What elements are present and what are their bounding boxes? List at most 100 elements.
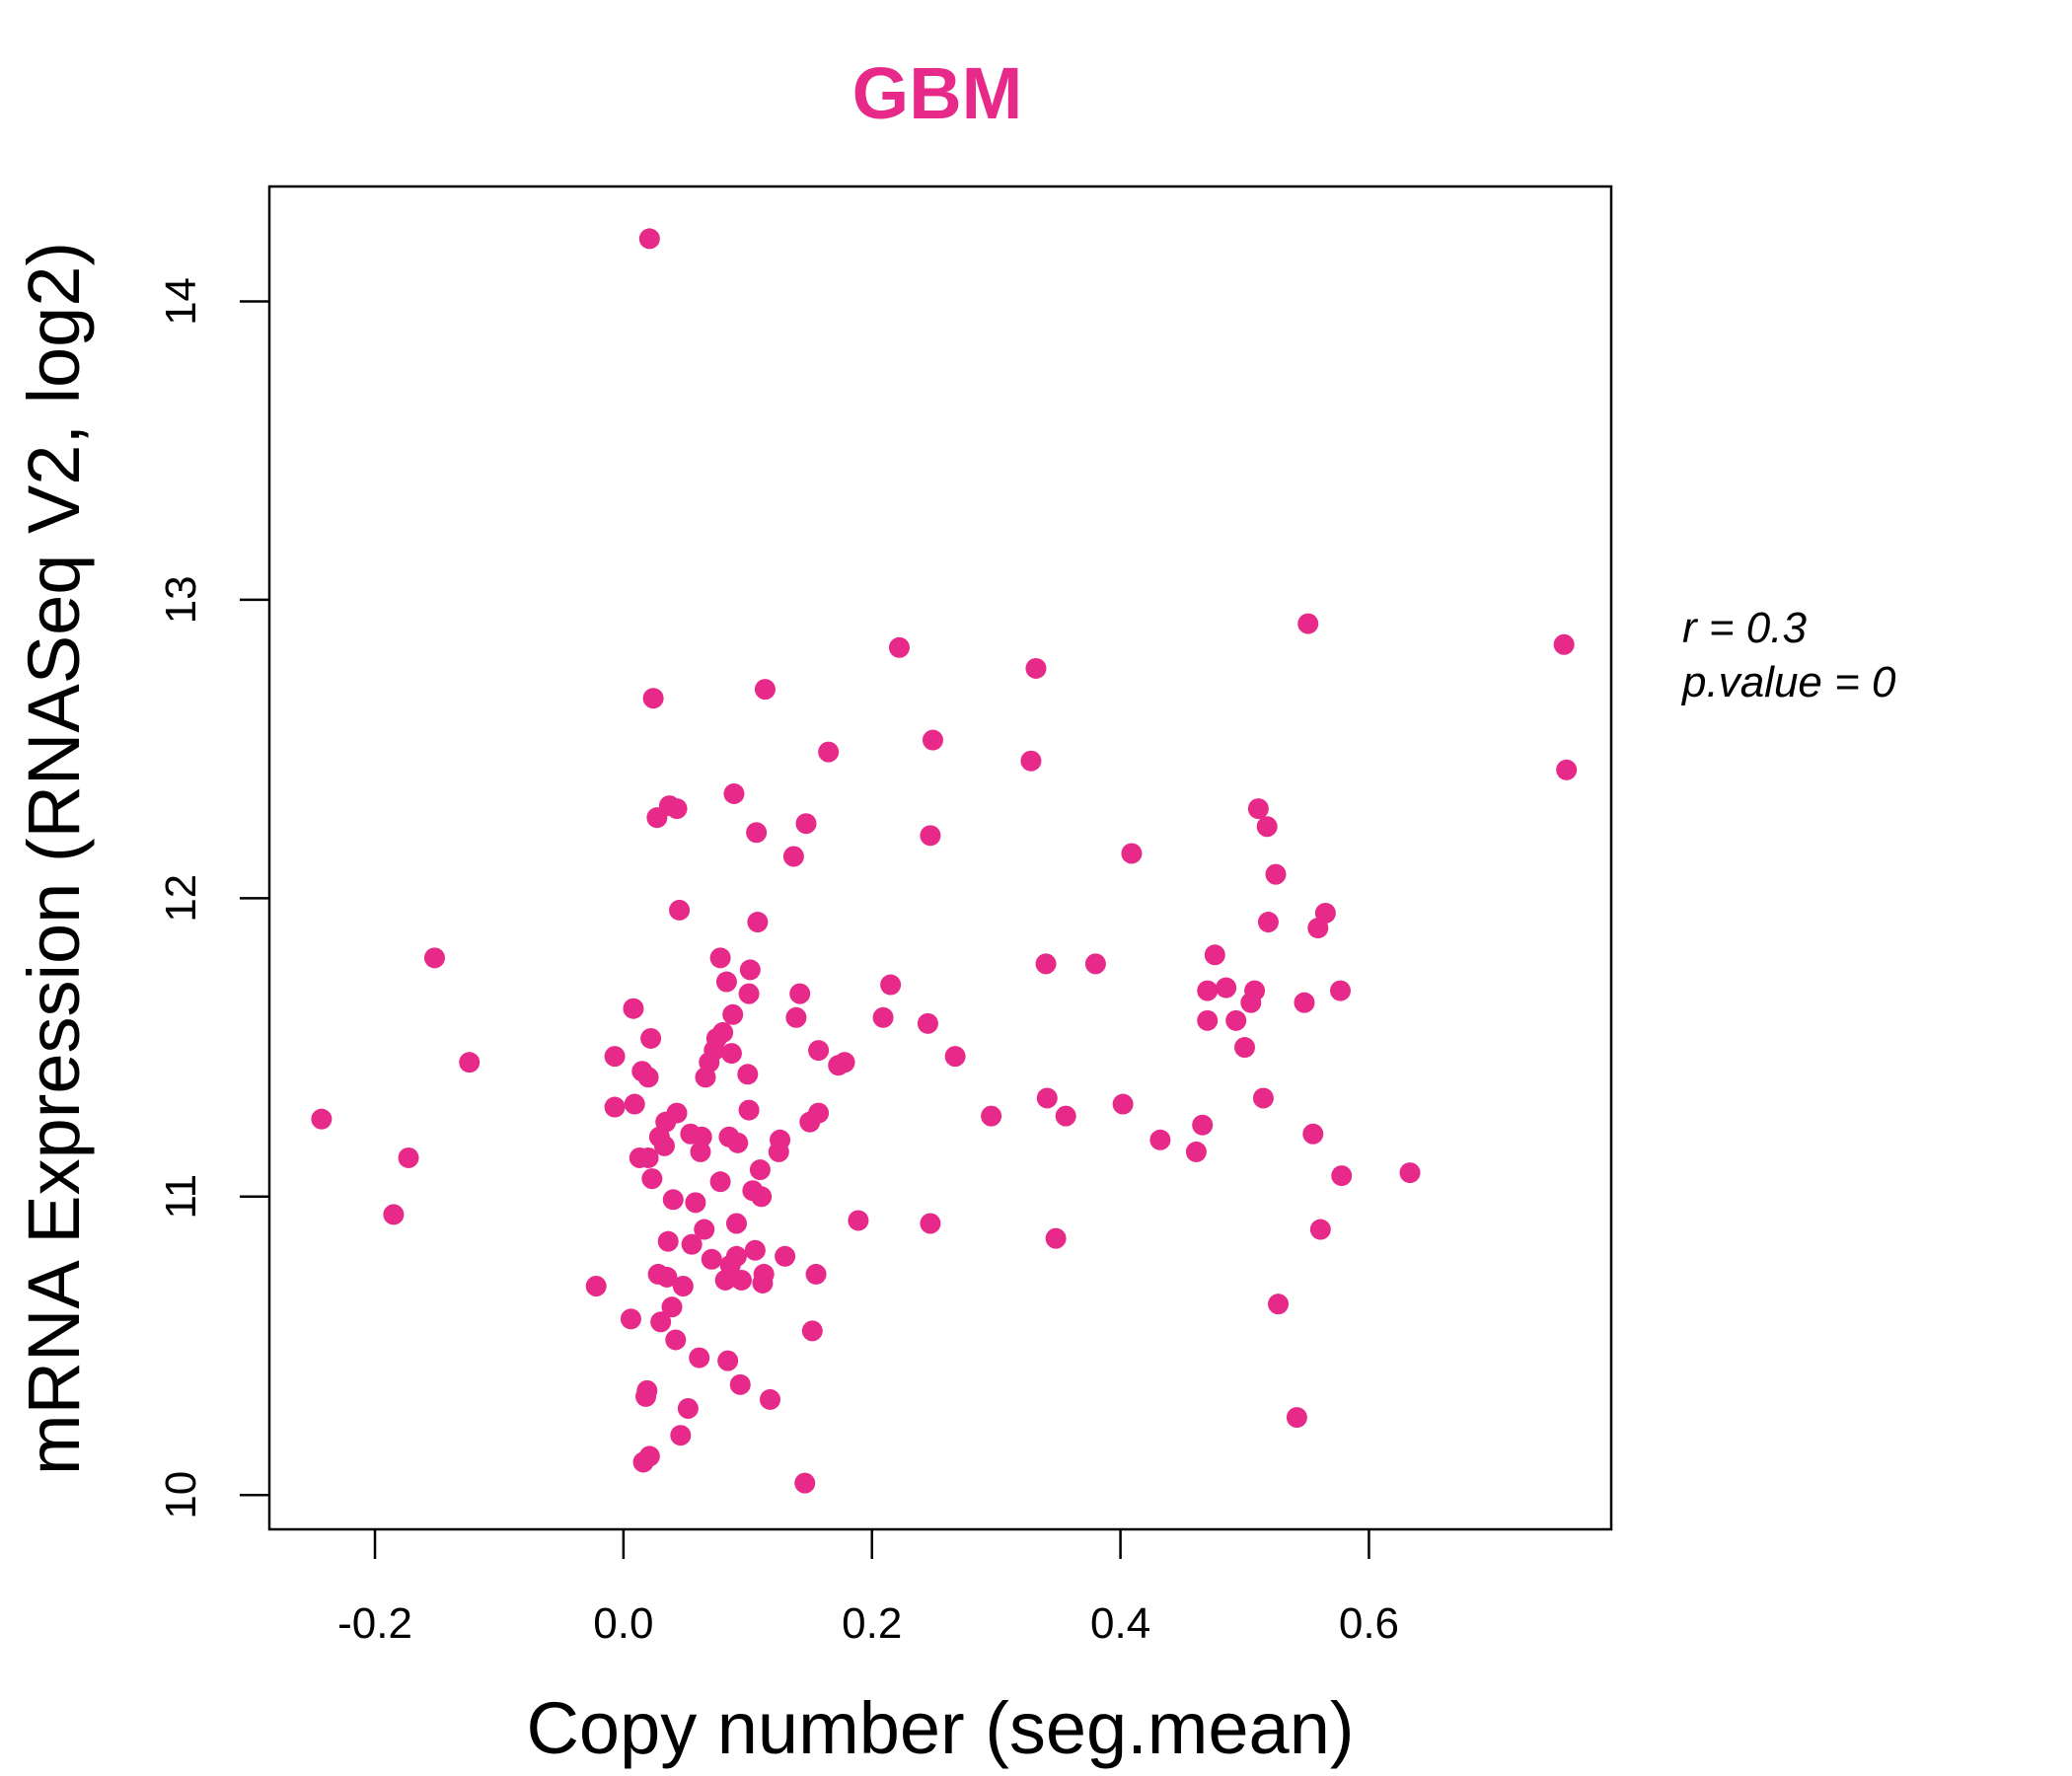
data-point bbox=[709, 1171, 731, 1193]
data-point bbox=[398, 1147, 419, 1168]
data-point bbox=[1121, 843, 1143, 864]
data-point bbox=[677, 1398, 699, 1420]
data-point bbox=[1055, 1105, 1076, 1127]
data-point bbox=[920, 825, 941, 847]
data-point bbox=[681, 1233, 703, 1255]
data-point bbox=[670, 1425, 692, 1446]
data-point bbox=[1331, 1165, 1353, 1187]
data-point bbox=[1216, 977, 1237, 999]
data-point bbox=[709, 947, 731, 969]
data-point bbox=[1314, 902, 1336, 924]
data-point bbox=[795, 813, 817, 835]
data-point bbox=[638, 228, 660, 250]
data-point bbox=[1257, 912, 1279, 933]
data-point bbox=[834, 1052, 855, 1073]
data-point bbox=[789, 983, 811, 1004]
data-point bbox=[1252, 1087, 1274, 1109]
data-point bbox=[642, 688, 664, 709]
data-point bbox=[638, 1445, 660, 1467]
data-point bbox=[723, 782, 745, 804]
data-point bbox=[729, 1373, 751, 1395]
data-point bbox=[1553, 633, 1575, 655]
data-point bbox=[665, 1329, 687, 1351]
data-point bbox=[656, 1266, 678, 1288]
data-point bbox=[1268, 1294, 1290, 1315]
data-point bbox=[794, 1472, 816, 1494]
data-point bbox=[637, 1147, 659, 1168]
data-point bbox=[737, 1064, 759, 1085]
data-point bbox=[917, 1012, 938, 1034]
data-point bbox=[661, 1296, 683, 1318]
data-point bbox=[717, 1350, 739, 1371]
data-point bbox=[808, 1102, 830, 1124]
correlation-r-label: r = 0.3 bbox=[1682, 604, 1807, 652]
data-point bbox=[1045, 1227, 1067, 1249]
data-point bbox=[770, 1129, 791, 1150]
data-point bbox=[744, 1239, 766, 1261]
y-axis: 10 11 12 13 14 bbox=[157, 277, 269, 1519]
data-point bbox=[725, 1245, 747, 1267]
data-point bbox=[725, 1213, 747, 1234]
data-point bbox=[641, 1168, 663, 1190]
data-point bbox=[701, 1248, 722, 1270]
data-point bbox=[1297, 613, 1319, 634]
data-point bbox=[690, 1141, 711, 1162]
data-point bbox=[739, 959, 761, 981]
data-point bbox=[715, 971, 737, 993]
x-tick-label: 0.2 bbox=[842, 1599, 902, 1648]
data-point bbox=[720, 1043, 742, 1065]
data-point bbox=[604, 1096, 626, 1118]
data-point bbox=[1256, 816, 1278, 838]
data-point bbox=[1329, 980, 1351, 1001]
data-point bbox=[383, 1204, 405, 1225]
data-point bbox=[624, 1093, 645, 1115]
plot-frame bbox=[267, 185, 1613, 1531]
x-axis-title: Copy number (seg.mean) bbox=[526, 1687, 1354, 1769]
data-point bbox=[1309, 1219, 1331, 1240]
data-point bbox=[1234, 1037, 1256, 1059]
data-point bbox=[738, 983, 760, 1004]
data-point bbox=[685, 1192, 706, 1214]
data-point bbox=[1244, 980, 1266, 1001]
data-point bbox=[1185, 1141, 1207, 1162]
data-point bbox=[657, 1230, 679, 1252]
data-point bbox=[749, 1159, 771, 1181]
data-point bbox=[423, 947, 445, 969]
data-point bbox=[805, 1263, 827, 1285]
data-point bbox=[653, 1135, 675, 1156]
data-point bbox=[727, 1132, 749, 1153]
data-point bbox=[848, 1210, 869, 1231]
data-point bbox=[880, 974, 902, 996]
data-point bbox=[1225, 1009, 1247, 1031]
data-point bbox=[662, 1189, 684, 1211]
data-point bbox=[922, 729, 943, 751]
x-tick-label: 0.6 bbox=[1339, 1599, 1399, 1648]
data-point bbox=[1399, 1162, 1421, 1184]
data-point bbox=[623, 998, 644, 1019]
x-tick-label: 0.0 bbox=[593, 1599, 653, 1648]
data-point bbox=[691, 1126, 712, 1147]
data-point bbox=[785, 1006, 807, 1028]
data-point bbox=[738, 1099, 760, 1121]
data-point bbox=[585, 1276, 607, 1297]
data-point bbox=[604, 1046, 626, 1068]
data-point bbox=[1247, 798, 1269, 820]
data-point bbox=[672, 1276, 694, 1297]
data-point bbox=[818, 741, 840, 763]
data-point bbox=[1036, 1087, 1058, 1109]
data-point bbox=[759, 1388, 780, 1410]
data-point bbox=[669, 899, 691, 921]
data-point bbox=[753, 1263, 775, 1285]
data-point bbox=[920, 1213, 941, 1234]
data-point bbox=[1020, 750, 1042, 772]
chart-title: GBM bbox=[852, 52, 1023, 134]
p-value-label: p.value = 0 bbox=[1680, 658, 1896, 706]
data-point bbox=[620, 1308, 641, 1330]
data-point bbox=[722, 1003, 744, 1025]
data-point bbox=[311, 1108, 333, 1130]
data-point bbox=[1197, 980, 1219, 1001]
data-point bbox=[650, 1311, 672, 1333]
x-tick-label: 0.4 bbox=[1090, 1599, 1150, 1648]
data-point bbox=[459, 1052, 481, 1073]
